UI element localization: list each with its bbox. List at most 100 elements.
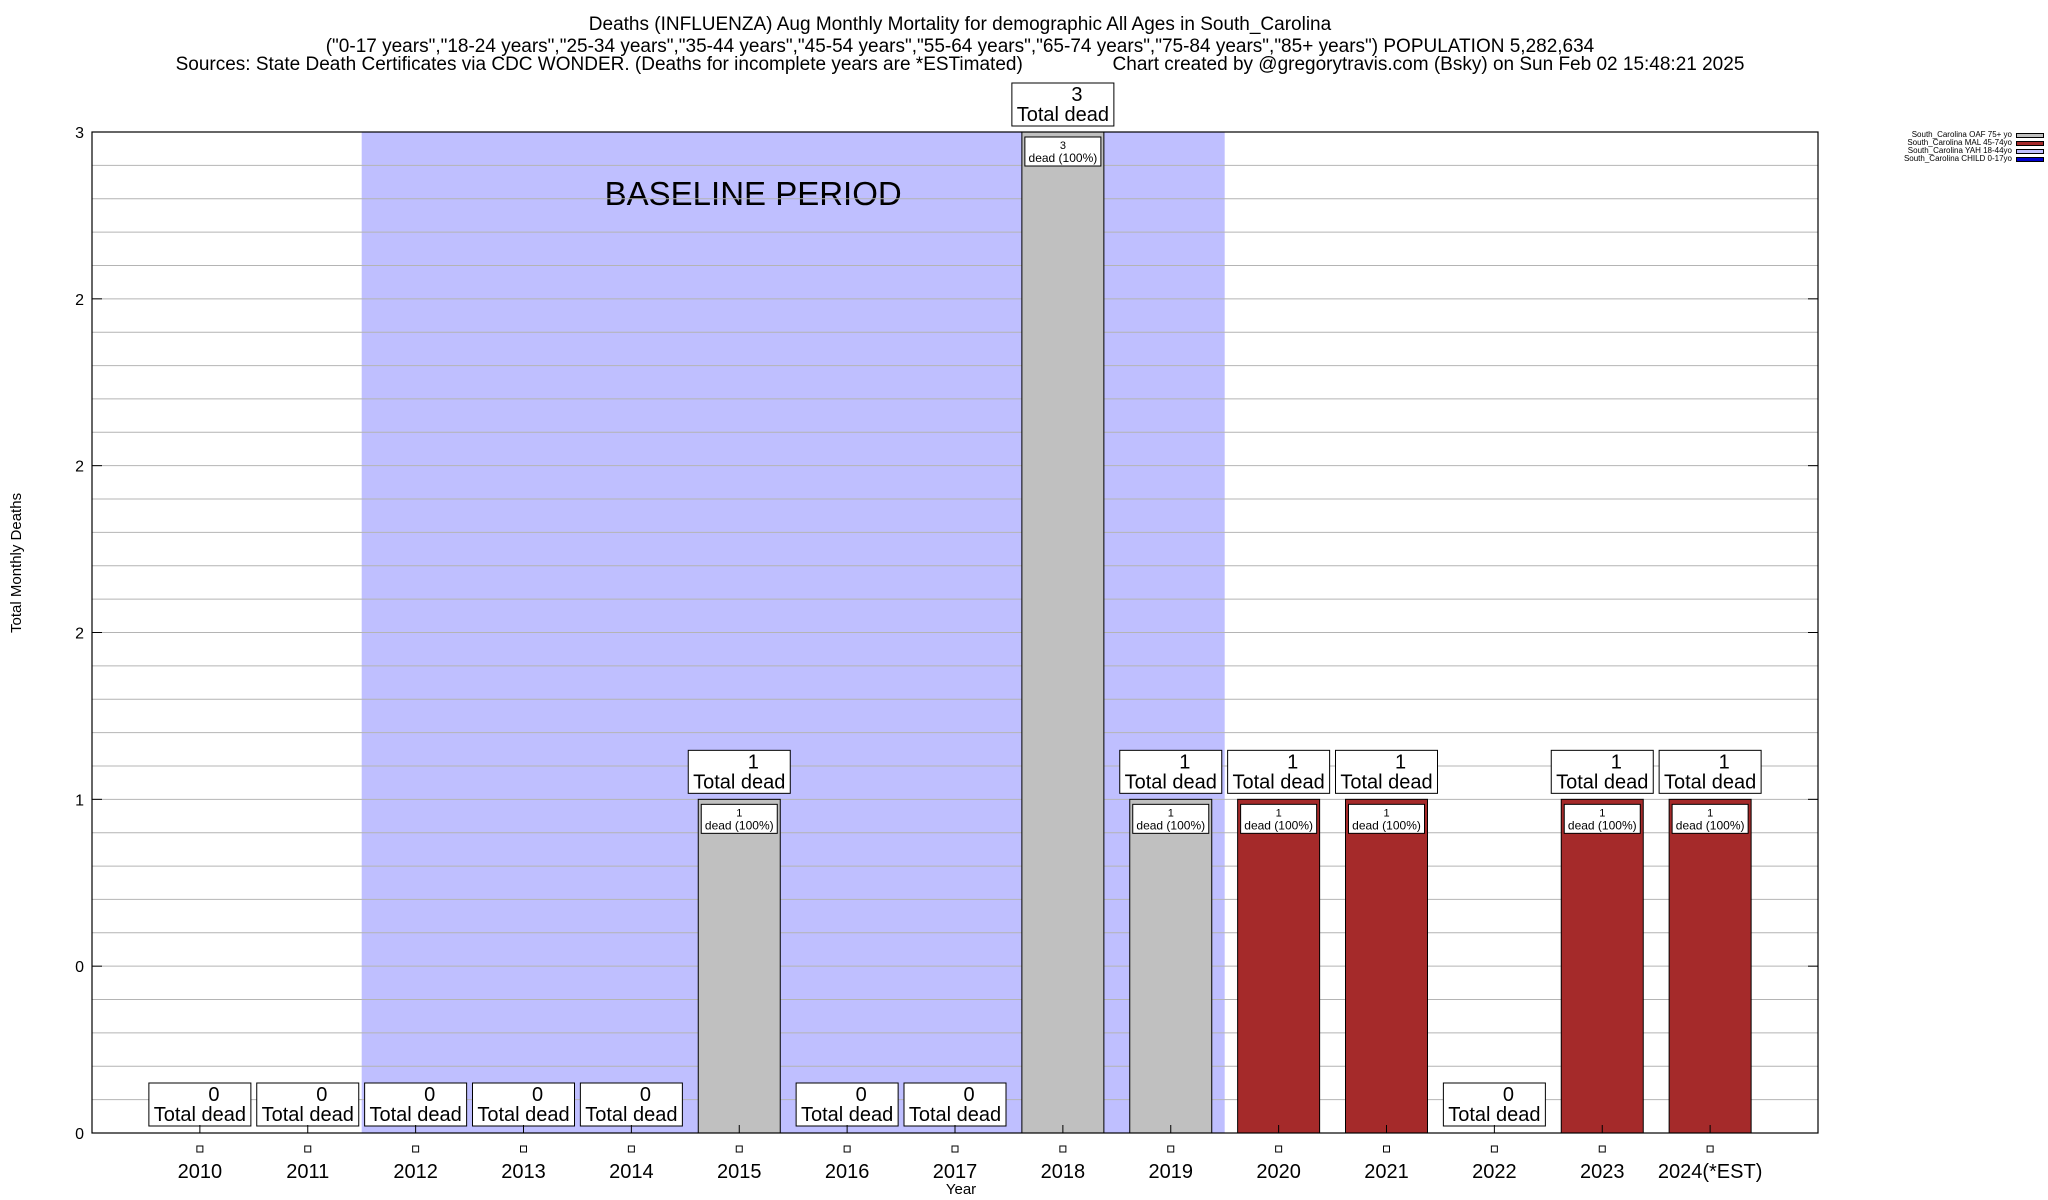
x-marker [843,1145,851,1153]
segment-percent-label: dead (100%) [1676,818,1745,832]
total-value-label: 0 [424,1084,435,1106]
bar-segment [1237,798,1321,1134]
total-label-box [472,1082,575,1127]
total-label-box [903,1082,1007,1127]
segment-percent-label: dead (100%) [1244,818,1313,832]
total-value-label: 3 [1071,84,1082,106]
bar-segment [1129,798,1213,1134]
legend-swatch [2016,132,2044,138]
total-value-label: 0 [856,1084,867,1106]
legend-item: South_Carolina YAH 18-44yo [1856,147,2044,155]
y-tick-label: 0 [75,959,84,976]
segment-value-label: 1 [1599,807,1605,819]
x-marker [951,1145,959,1153]
x-marker [1275,1145,1283,1153]
total-dead-label: Total dead [1340,771,1432,793]
x-tick-label: 2015 [717,1161,762,1183]
total-label-box [579,1082,683,1127]
x-marker [1059,1145,1067,1153]
total-dead-label: Total dead [909,1104,1001,1126]
bar-segment [1345,798,1428,1134]
legend-label: South_Carolina OAF 75+ yo [1911,130,2012,139]
total-dead-label: Total dead [585,1104,677,1126]
legend-item: South_Carolina CHILD 0-17yo [1856,155,2044,163]
total-label-box [687,749,791,794]
x-tick-label: 2019 [1149,1161,1194,1183]
x-marker [1167,1145,1175,1153]
y-tick-label: 1 [75,792,84,809]
segment-percent-label: dead (100%) [705,818,774,832]
credit-text: Chart created by @gregorytravis.com (Bsk… [1112,54,1745,75]
chart-legend: South_Carolina OAF 75+ yo South_Carolina … [1856,131,2044,163]
total-value-label: 1 [1179,751,1190,773]
segment-value-label: 1 [1168,807,1174,819]
bar-segment [697,798,781,1134]
legend-label: South_Carolina YAH 18-44yo [1907,146,2012,155]
x-marker [1706,1145,1714,1153]
segment-value-label: 1 [1707,807,1713,819]
total-value-label: 0 [316,1084,327,1106]
segment-label-box [1132,803,1210,834]
total-label-box [364,1082,468,1127]
total-dead-label: Total dead [369,1104,461,1126]
segment-value-label: 1 [1383,807,1389,819]
total-label-box [1658,749,1762,794]
total-dead-label: Total dead [1448,1104,1540,1126]
bar-segment [1560,798,1644,1134]
total-dead-label: Total dead [693,771,785,793]
total-dead-label: Total dead [801,1104,893,1126]
x-tick-label: 2014 [609,1161,654,1183]
bar-segment [1021,131,1105,1134]
x-marker [304,1145,312,1153]
total-value-label: 1 [1611,751,1622,773]
legend-swatch [2016,140,2044,146]
segment-label-box [700,803,778,834]
segment-label-box [1024,136,1102,167]
segment-label-box [1563,803,1641,834]
x-marker [1490,1145,1498,1153]
total-dead-label: Total dead [1125,771,1217,793]
total-value-label: 1 [748,751,759,773]
total-label-box [148,1082,252,1127]
x-tick-label: 2021 [1364,1161,1409,1183]
total-dead-label: Total dead [1017,104,1109,126]
segment-percent-label: dead (100%) [1352,818,1421,832]
legend-label: South_Carolina CHILD 0-17yo [1903,154,2012,163]
y-tick-label: 0 [75,1126,84,1143]
legend-swatch [2016,156,2044,162]
total-label-box [1011,82,1115,127]
x-tick-label: 2024(*EST) [1658,1161,1763,1183]
x-tick-label: 2020 [1256,1161,1301,1183]
segment-value-label: 1 [1276,807,1282,819]
x-tick-label: 2011 [286,1161,329,1183]
segment-value-label: 1 [736,807,742,819]
segment-value-label: 3 [1060,140,1066,152]
chart-title-block: Deaths (INFLUENZA) Aug Monthly Mortality… [0,14,1920,58]
y-tick-label: 2 [75,459,84,476]
x-tick-label: 2023 [1580,1161,1625,1183]
segment-percent-label: dead (100%) [1136,818,1205,832]
total-dead-label: Total dead [1232,771,1324,793]
segment-label-box [1671,803,1749,834]
x-marker [735,1145,743,1153]
x-axis-label: Year [946,1181,976,1198]
total-label-box [1119,749,1223,794]
x-marker [627,1145,635,1153]
total-value-label: 0 [208,1084,219,1106]
total-label-box [1335,749,1438,794]
total-dead-label: Total dead [154,1104,246,1126]
x-tick-label: 2017 [933,1161,978,1183]
x-marker [1383,1145,1390,1153]
y-tick-label: 2 [75,626,84,643]
total-value-label: 0 [1503,1084,1514,1106]
legend-label: South_Carolina MAL 45-74yo [1907,138,2012,147]
y-tick-label: 3 [75,125,84,142]
total-dead-label: Total dead [262,1104,354,1126]
legend-swatch [2016,148,2044,154]
x-marker [520,1145,527,1153]
bar-segment [1668,798,1752,1134]
plot-area-border [91,131,1819,1134]
legend-item: South_Carolina OAF 75+ yo [1856,131,2044,139]
total-label-box [1227,749,1331,794]
